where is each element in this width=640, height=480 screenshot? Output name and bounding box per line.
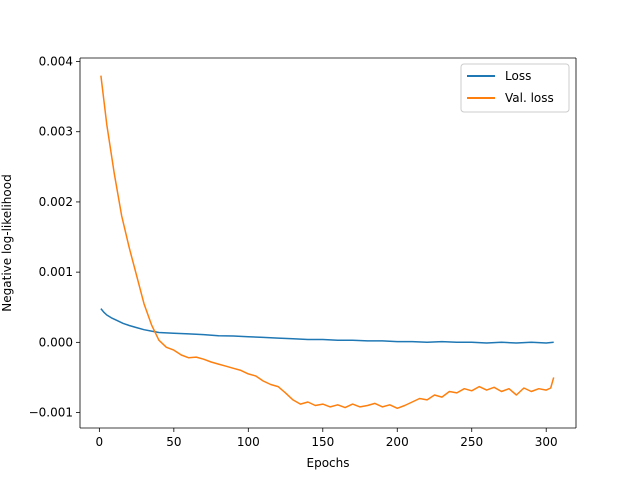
legend-label-val-loss: Val. loss <box>505 91 554 105</box>
y-tick-label: 0.004 <box>39 55 73 69</box>
y-tick-label: 0.001 <box>39 265 73 279</box>
x-tick-label: 100 <box>237 435 260 449</box>
y-tick-label: 0.000 <box>39 335 73 349</box>
ticks-layer: 0 50 100 150 200 250 300 −0.001 0.000 0.001 0.002 0… <box>29 55 558 449</box>
x-tick-label: 50 <box>166 435 181 449</box>
x-tick-label: 150 <box>311 435 334 449</box>
y-tick-label: −0.001 <box>29 406 73 420</box>
y-tick-label: 0.002 <box>39 195 73 209</box>
legend: Loss Val. loss <box>460 63 570 113</box>
y-axis-label: Negative log-likelihood <box>0 174 14 311</box>
x-tick-label: 200 <box>386 435 409 449</box>
x-tick-label: 300 <box>535 435 558 449</box>
x-axis-label: Epochs <box>307 456 350 470</box>
series-line-val-loss <box>100 75 555 410</box>
plot-area <box>80 58 576 428</box>
y-tick-label: 0.003 <box>39 125 73 139</box>
legend-label-loss: Loss <box>505 69 531 83</box>
series-layer <box>100 75 555 410</box>
x-tick-label: 0 <box>96 435 104 449</box>
series-line-loss <box>100 308 554 344</box>
axes-layer <box>79 57 577 429</box>
x-tick-label: 250 <box>460 435 483 449</box>
